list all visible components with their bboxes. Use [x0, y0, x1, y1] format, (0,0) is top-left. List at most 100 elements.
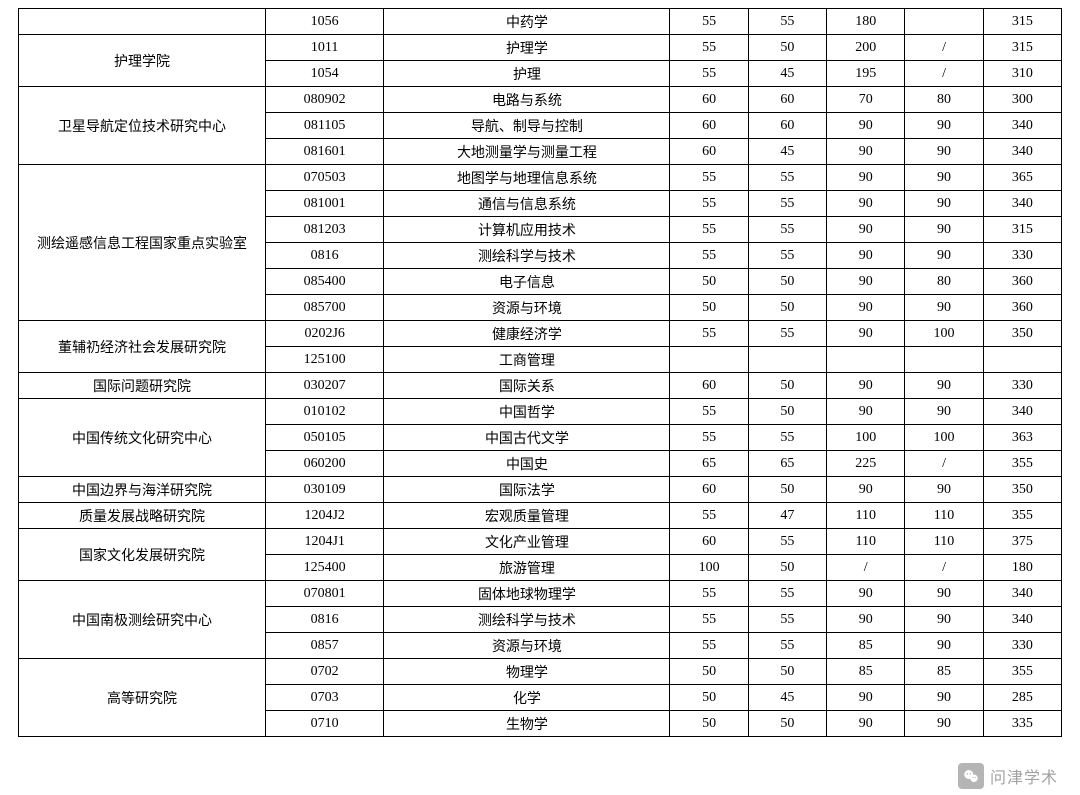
score-cell: 110	[827, 529, 905, 555]
score-cell: 65	[748, 451, 826, 477]
score-cell: /	[905, 35, 983, 61]
score-cell: 90	[827, 113, 905, 139]
score-cell: 195	[827, 61, 905, 87]
score-cell: 50	[748, 477, 826, 503]
score-cell: 50	[748, 711, 826, 737]
score-cell: 90	[905, 165, 983, 191]
score-cell: 360	[983, 295, 1061, 321]
name-cell: 测绘科学与技术	[384, 243, 670, 269]
score-cell: 340	[983, 581, 1061, 607]
score-cell: 55	[670, 243, 748, 269]
name-cell: 固体地球物理学	[384, 581, 670, 607]
score-cell: 90	[827, 217, 905, 243]
score-cell: 90	[905, 373, 983, 399]
code-cell: 081203	[265, 217, 383, 243]
score-cell: /	[905, 451, 983, 477]
score-cell	[905, 347, 983, 373]
code-cell: 1011	[265, 35, 383, 61]
score-cell: 90	[827, 477, 905, 503]
dept-cell: 董辅礽经济社会发展研究院	[19, 321, 266, 373]
table-row: 高等研究院0702物理学50508585355	[19, 659, 1062, 685]
table-row: 测绘遥感信息工程国家重点实验室070503地图学与地理信息系统555590903…	[19, 165, 1062, 191]
score-cell: 340	[983, 113, 1061, 139]
name-cell: 中国古代文学	[384, 425, 670, 451]
score-cell: 50	[670, 295, 748, 321]
score-cell: 335	[983, 711, 1061, 737]
score-cell: 180	[827, 9, 905, 35]
watermark-text: 问津学术	[990, 764, 1058, 788]
score-cell: 55	[670, 581, 748, 607]
name-cell: 文化产业管理	[384, 529, 670, 555]
score-cell: 355	[983, 451, 1061, 477]
score-cell: /	[827, 555, 905, 581]
code-cell: 0816	[265, 607, 383, 633]
score-cell: 90	[905, 711, 983, 737]
score-cell: 90	[905, 399, 983, 425]
score-cell: 90	[827, 295, 905, 321]
watermark: 问津学术	[958, 763, 1058, 789]
name-cell: 化学	[384, 685, 670, 711]
table-row: 卫星导航定位技术研究中心080902电路与系统60607080300	[19, 87, 1062, 113]
dept-cell: 质量发展战略研究院	[19, 503, 266, 529]
score-cell: 90	[827, 685, 905, 711]
score-cell: 90	[905, 113, 983, 139]
score-cell: 60	[670, 87, 748, 113]
code-cell: 125100	[265, 347, 383, 373]
name-cell: 测绘科学与技术	[384, 607, 670, 633]
table-row: 1056中药学5555180315	[19, 9, 1062, 35]
score-cell: 55	[748, 529, 826, 555]
name-cell: 电路与系统	[384, 87, 670, 113]
score-cell: 285	[983, 685, 1061, 711]
score-cell: 90	[827, 607, 905, 633]
score-cell: 90	[827, 269, 905, 295]
score-cell: 85	[827, 659, 905, 685]
table-row: 中国南极测绘研究中心070801固体地球物理学55559090340	[19, 581, 1062, 607]
name-cell: 中药学	[384, 9, 670, 35]
score-cell: 60	[748, 113, 826, 139]
score-cell: 100	[905, 321, 983, 347]
dept-cell: 中国南极测绘研究中心	[19, 581, 266, 659]
score-cell: 90	[905, 633, 983, 659]
score-cell: 110	[905, 529, 983, 555]
dept-cell	[19, 9, 266, 35]
score-cell: 55	[748, 191, 826, 217]
name-cell: 国际法学	[384, 477, 670, 503]
score-cell: 45	[748, 685, 826, 711]
score-cell: 55	[748, 217, 826, 243]
score-cell: 225	[827, 451, 905, 477]
code-cell: 081601	[265, 139, 383, 165]
code-cell: 1056	[265, 9, 383, 35]
score-cell: /	[905, 555, 983, 581]
score-cell: 90	[905, 477, 983, 503]
score-cell: 365	[983, 165, 1061, 191]
score-cell: 55	[670, 191, 748, 217]
name-cell: 生物学	[384, 711, 670, 737]
code-cell: 1204J1	[265, 529, 383, 555]
score-cell: 70	[827, 87, 905, 113]
score-cell: 55	[670, 321, 748, 347]
dept-cell: 国际问题研究院	[19, 373, 266, 399]
score-cell	[905, 9, 983, 35]
score-cell: 90	[905, 139, 983, 165]
name-cell: 地图学与地理信息系统	[384, 165, 670, 191]
code-cell: 030207	[265, 373, 383, 399]
name-cell: 资源与环境	[384, 633, 670, 659]
score-cell: 100	[905, 425, 983, 451]
score-cell: 55	[670, 9, 748, 35]
dept-cell: 卫星导航定位技术研究中心	[19, 87, 266, 165]
table-body: 1056中药学5555180315护理学院1011护理学5550200/3151…	[19, 9, 1062, 737]
score-cell: 180	[983, 555, 1061, 581]
score-cell: 55	[670, 399, 748, 425]
table-row: 中国传统文化研究中心010102中国哲学55509090340	[19, 399, 1062, 425]
score-cell: 330	[983, 243, 1061, 269]
score-cell	[670, 347, 748, 373]
score-cell: 47	[748, 503, 826, 529]
score-cell: 90	[827, 165, 905, 191]
score-cell: 60	[670, 477, 748, 503]
score-cell: 55	[748, 633, 826, 659]
name-cell: 计算机应用技术	[384, 217, 670, 243]
code-cell: 080902	[265, 87, 383, 113]
score-cell	[748, 347, 826, 373]
score-cell: 90	[905, 295, 983, 321]
score-cell: 60	[670, 373, 748, 399]
